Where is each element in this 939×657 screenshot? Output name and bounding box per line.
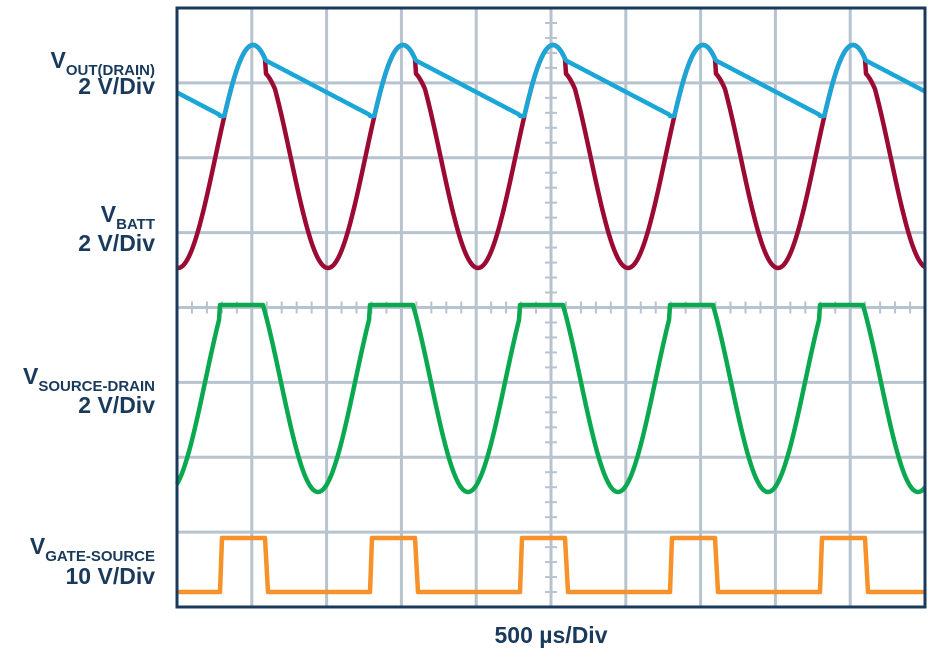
vout-trace <box>175 42 927 119</box>
symbol: V <box>23 363 39 389</box>
screen-border <box>175 6 927 609</box>
waveforms <box>175 42 927 595</box>
channel-scale: 10 V/Div <box>66 563 156 589</box>
subscript: SOURCE-DRAIN <box>38 378 155 395</box>
subscript: OUT(DRAIN) <box>66 62 155 79</box>
subscript: GATE-SOURCE <box>45 548 155 565</box>
channel-label: VSOURCE-DRAIN <box>23 363 155 395</box>
channel-scale: 2 V/Div <box>78 230 155 256</box>
subscript: BATT <box>116 216 155 233</box>
vsource-drain-trace <box>175 302 927 495</box>
channel-label: VGATE-SOURCE <box>30 533 155 565</box>
channel-scale: 2 V/Div <box>78 73 155 99</box>
grid <box>177 8 925 607</box>
symbol: V <box>51 47 67 73</box>
channel-label: VBATT <box>101 201 155 233</box>
channel-scale: 2 V/Div <box>78 392 155 418</box>
channel-label: VOUT(DRAIN) <box>51 47 156 79</box>
time-scale: 500 µs/Div <box>495 622 608 648</box>
vgate-source-trace <box>175 535 927 595</box>
symbol: V <box>30 533 46 559</box>
symbol: V <box>101 201 117 227</box>
